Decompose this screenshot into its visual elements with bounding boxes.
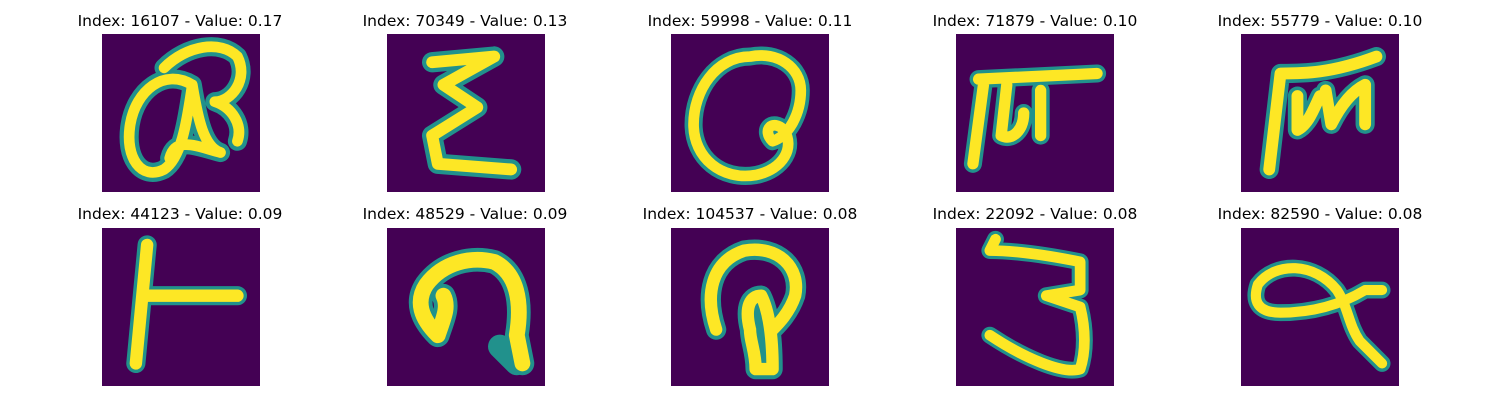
alpha-glyph xyxy=(1247,259,1391,372)
glyph-image-1 xyxy=(102,34,260,192)
panel-title: Index: 59998 - Value: 0.11 xyxy=(647,12,853,30)
panel-title: Index: 104537 - Value: 0.08 xyxy=(642,205,858,223)
panel-10: Index: 82590 - Value: 0.08 xyxy=(1200,204,1440,224)
panel-4: Index: 71879 - Value: 0.10 xyxy=(915,11,1155,31)
panel-5: Index: 55779 - Value: 0.10 xyxy=(1200,11,1440,31)
arch-glyph xyxy=(408,247,535,376)
panel-8: Index: 104537 - Value: 0.08 xyxy=(630,204,870,224)
t-glyph xyxy=(126,235,248,374)
panel-6: Index: 44123 - Value: 0.09 xyxy=(60,204,300,224)
three-glyph xyxy=(981,230,1093,379)
panel-1: Index: 16107 - Value: 0.17 xyxy=(60,11,300,31)
panel-2: Index: 70349 - Value: 0.13 xyxy=(345,11,585,31)
panel-9: Index: 22092 - Value: 0.08 xyxy=(915,204,1155,224)
panel-title: Index: 16107 - Value: 0.17 xyxy=(77,12,283,30)
glyph-image-4 xyxy=(956,34,1114,192)
glyph-image-7 xyxy=(387,228,545,386)
glyph-image-5 xyxy=(1241,34,1399,192)
glyph-image-6 xyxy=(102,228,260,386)
panel-7: Index: 48529 - Value: 0.09 xyxy=(345,204,585,224)
m-glyph xyxy=(1259,46,1387,180)
glyph-image-2 xyxy=(387,34,545,192)
epsilon-glyph xyxy=(421,46,522,180)
panel-title: Index: 22092 - Value: 0.08 xyxy=(932,205,1138,223)
panel-title: Index: 71879 - Value: 0.10 xyxy=(932,12,1138,30)
panel-title: Index: 70349 - Value: 0.13 xyxy=(362,12,568,30)
glyph-image-8 xyxy=(671,228,829,386)
panel-title: Index: 44123 - Value: 0.09 xyxy=(77,205,283,223)
m-hook-glyph xyxy=(963,64,1107,173)
hooked-p-glyph xyxy=(700,239,807,380)
panel-3: Index: 59998 - Value: 0.11 xyxy=(630,11,870,31)
glyph-image-3 xyxy=(671,34,829,192)
looped-a-glyph xyxy=(684,46,810,185)
panel-title: Index: 82590 - Value: 0.08 xyxy=(1217,205,1423,223)
panel-title: Index: 55779 - Value: 0.10 xyxy=(1217,12,1423,30)
cursive-a-glyph xyxy=(119,37,251,182)
glyph-image-10 xyxy=(1241,228,1399,386)
glyph-image-9 xyxy=(956,228,1114,386)
panel-title: Index: 48529 - Value: 0.09 xyxy=(362,205,568,223)
